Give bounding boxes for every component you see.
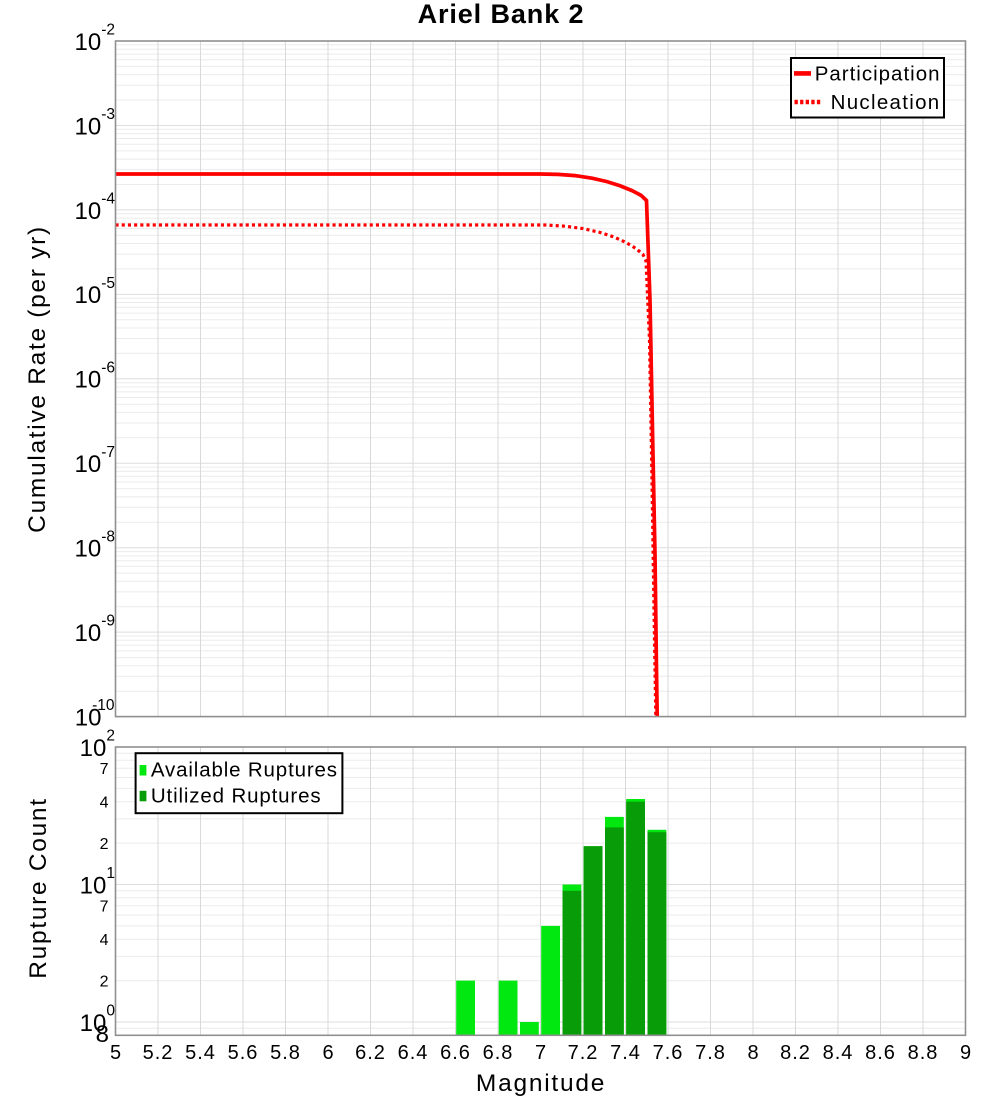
svg-text:Ariel Bank 2: Ariel Bank 2 (418, 0, 585, 29)
svg-text:7: 7 (535, 1042, 546, 1064)
svg-text:8: 8 (96, 1021, 109, 1048)
svg-text:6.8: 6.8 (483, 1042, 514, 1064)
svg-text:6.2: 6.2 (355, 1042, 386, 1064)
svg-text:5.2: 5.2 (143, 1042, 174, 1064)
svg-text:Nucleation: Nucleation (831, 91, 941, 114)
svg-text:5: 5 (110, 1042, 121, 1064)
svg-text:Magnitude: Magnitude (476, 1070, 606, 1097)
svg-text:8.8: 8.8 (908, 1042, 939, 1064)
svg-text:7: 7 (100, 899, 109, 916)
svg-text:8.6: 8.6 (865, 1042, 896, 1064)
svg-text:6: 6 (322, 1042, 333, 1064)
svg-text:5.6: 5.6 (228, 1042, 259, 1064)
svg-text:Available Ruptures: Available Ruptures (151, 759, 338, 782)
svg-text:7: 7 (100, 761, 109, 778)
svg-text:9: 9 (960, 1042, 971, 1064)
svg-text:7.2: 7.2 (568, 1042, 599, 1064)
svg-text:7.8: 7.8 (695, 1042, 726, 1064)
svg-text:8.4: 8.4 (823, 1042, 854, 1064)
svg-text:Cumulative Rate (per yr): Cumulative Rate (per yr) (24, 225, 51, 533)
svg-text:5.8: 5.8 (270, 1042, 301, 1064)
svg-text:2: 2 (100, 973, 109, 990)
svg-text:6.4: 6.4 (398, 1042, 429, 1064)
svg-text:Rupture Count: Rupture Count (25, 797, 52, 978)
svg-text:10: 10 (75, 705, 102, 732)
svg-text:8: 8 (747, 1042, 758, 1064)
svg-text:5.4: 5.4 (185, 1042, 216, 1064)
svg-text:4: 4 (100, 932, 109, 949)
svg-text:2: 2 (100, 836, 109, 853)
svg-text:8.2: 8.2 (780, 1042, 811, 1064)
svg-text:Participation: Participation (815, 63, 941, 86)
svg-text:Utilized Ruptures: Utilized Ruptures (151, 785, 322, 808)
svg-text:4: 4 (100, 795, 109, 812)
svg-text:7.6: 7.6 (653, 1042, 684, 1064)
svg-text:-10: -10 (92, 697, 115, 714)
svg-text:6.6: 6.6 (440, 1042, 471, 1064)
svg-text:7.4: 7.4 (610, 1042, 641, 1064)
